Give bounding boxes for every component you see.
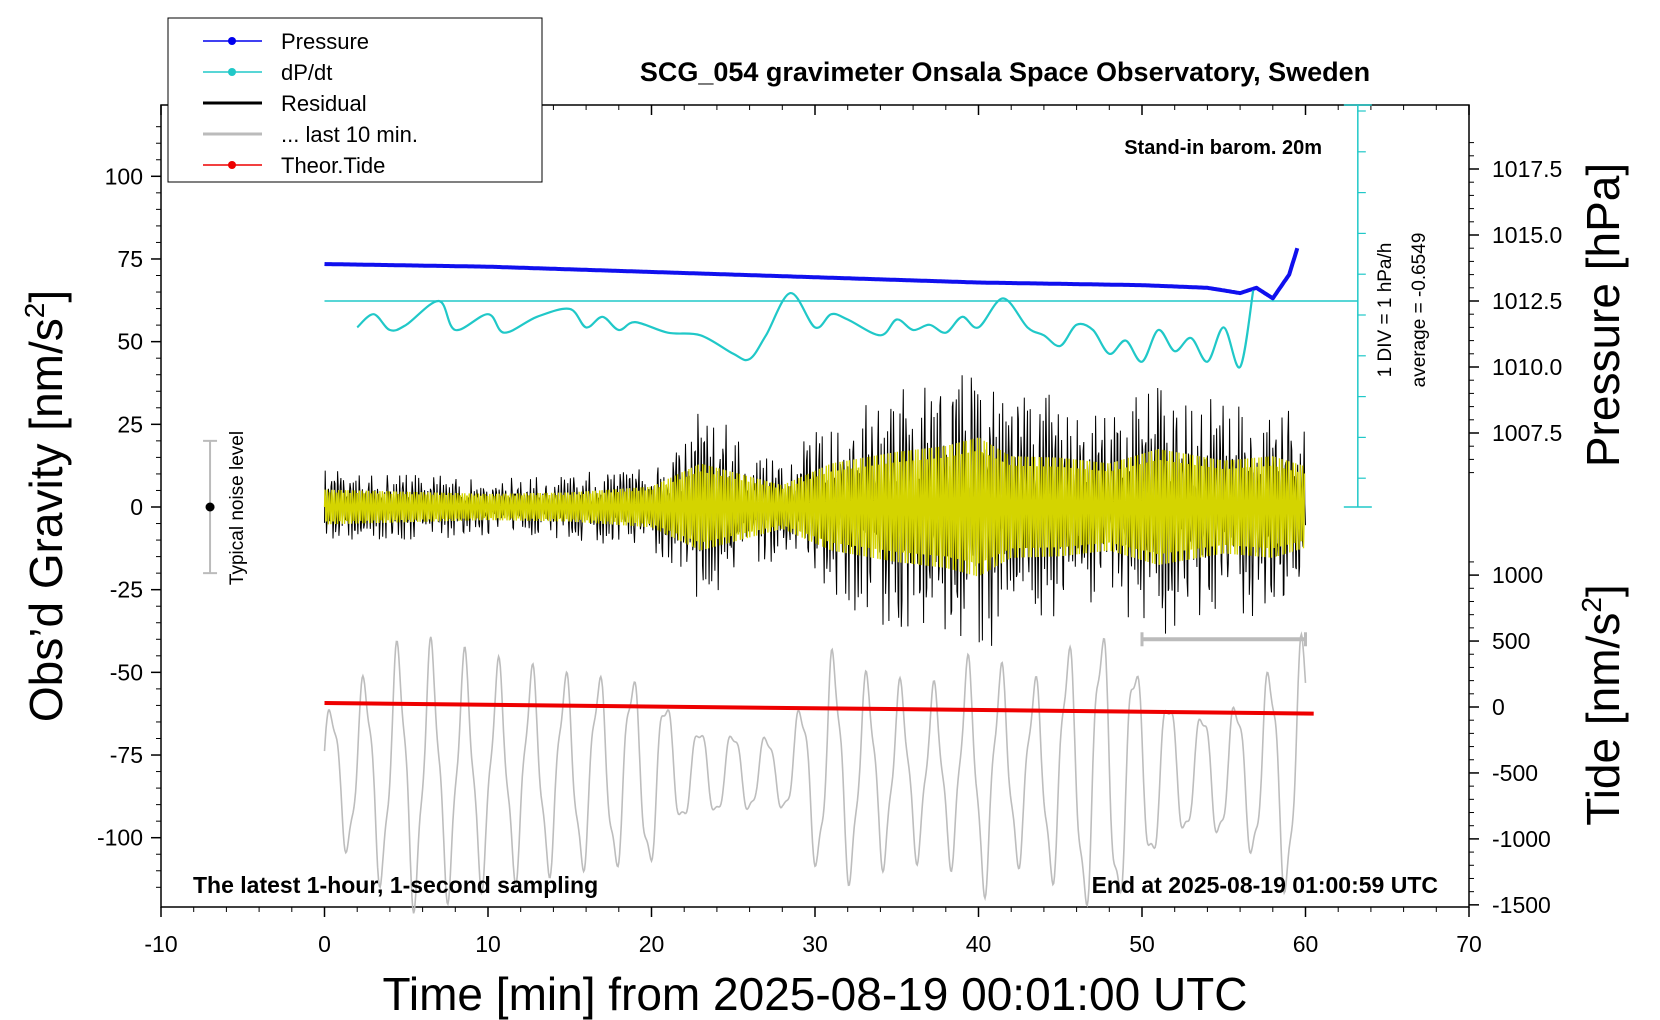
y-tick-left-label: -25 <box>110 577 143 603</box>
chart-title: SCG_054 gravimeter Onsala Space Observat… <box>640 57 1370 87</box>
y-axis-left-label: Obs’d Gravity [nm/s2] <box>19 290 72 722</box>
last10-line <box>323 631 1307 914</box>
pressure-series <box>324 247 1300 301</box>
bottom-left-note: The latest 1-hour, 1-second sampling <box>193 872 598 898</box>
pressure-tick-label: 1017.5 <box>1492 156 1562 182</box>
legend-marker <box>228 68 236 76</box>
pressure-tick-label: 1010.0 <box>1492 354 1562 380</box>
x-tick-label: 0 <box>318 931 331 957</box>
legend-marker <box>228 37 236 45</box>
pressure-tick-label: 1007.5 <box>1492 420 1562 446</box>
noise-level-bar <box>203 439 218 575</box>
residual-series <box>324 375 1306 646</box>
y-tick-left-label: -100 <box>97 825 143 851</box>
residual-line <box>324 375 1306 646</box>
x-axis-label: Time [min] from 2025-08-19 00:01:00 UTC <box>383 968 1248 1020</box>
tide-tick-label: 1000 <box>1492 562 1543 588</box>
dpdt-average-label: average = -0.6549 <box>1409 233 1430 388</box>
y-tick-left-label: 100 <box>105 163 143 189</box>
legend-marker <box>228 161 236 169</box>
dpdt-div-label: 1 DIV = 1 hPa/h <box>1375 243 1396 378</box>
x-tick-label: 10 <box>475 931 501 957</box>
y-tick-left-label: 75 <box>117 246 143 272</box>
x-tick-label: 40 <box>966 931 992 957</box>
pressure-line <box>324 247 1300 301</box>
legend-label: ... last 10 min. <box>281 122 418 147</box>
legend-label: Pressure <box>281 29 369 54</box>
legend-label: Residual <box>281 91 367 116</box>
y-axis-pressure-label: Pressure [hPa] <box>1577 163 1629 467</box>
pressure-tick-label: 1015.0 <box>1492 222 1562 248</box>
last10-range-bar <box>1140 632 1307 647</box>
dpdt-scale <box>1343 104 1372 508</box>
tide-tick-label: -1000 <box>1492 826 1551 852</box>
y-tick-left-label: 0 <box>130 494 143 520</box>
pressure-tick-label: 1012.5 <box>1492 288 1562 314</box>
noise-level-label: Typical noise level <box>227 431 248 585</box>
axis-ticks: -10 0 10 20 30 40 50 60 701007550250-25-50-75-10… <box>97 105 1562 957</box>
x-tick-label: 70 <box>1456 931 1482 957</box>
x-tick-label: 20 <box>639 931 665 957</box>
tide-tick-label: 0 <box>1492 694 1505 720</box>
legend: Pressure dP/dt Residual ... last 10 min. The… <box>167 17 543 183</box>
bottom-right-note: End at 2025-08-19 01:00:59 UTC <box>1092 872 1438 898</box>
tide-tick-label: -1500 <box>1492 892 1551 918</box>
tide-tick-label: 500 <box>1492 628 1530 654</box>
y-tick-left-label: 25 <box>117 411 143 437</box>
x-tick-label: 60 <box>1293 931 1319 957</box>
y-axis-tide-label: Tide [nm/s2] <box>1576 584 1629 825</box>
filtered-series <box>323 437 1306 577</box>
x-tick-label: 50 <box>1129 931 1155 957</box>
theor-tide-series <box>324 701 1314 716</box>
theor-tide-line <box>324 701 1314 716</box>
x-tick-label: 30 <box>802 931 828 957</box>
y-tick-left-label: 50 <box>117 329 143 355</box>
noise-bar-dot <box>205 502 215 512</box>
last10-series <box>323 631 1307 914</box>
y-tick-left-label: -75 <box>110 742 143 768</box>
tide-tick-label: -500 <box>1492 760 1538 786</box>
stand-in-label: Stand-in barom. 20m <box>1124 137 1322 159</box>
x-tick-label: -10 <box>144 931 177 957</box>
dpdt-series <box>324 290 1358 369</box>
legend-label: Theor.Tide <box>281 153 385 178</box>
y-tick-left-label: -50 <box>110 659 143 685</box>
filtered-line <box>323 437 1306 577</box>
legend-label: dP/dt <box>281 60 332 85</box>
dpdt-line <box>356 290 1255 369</box>
